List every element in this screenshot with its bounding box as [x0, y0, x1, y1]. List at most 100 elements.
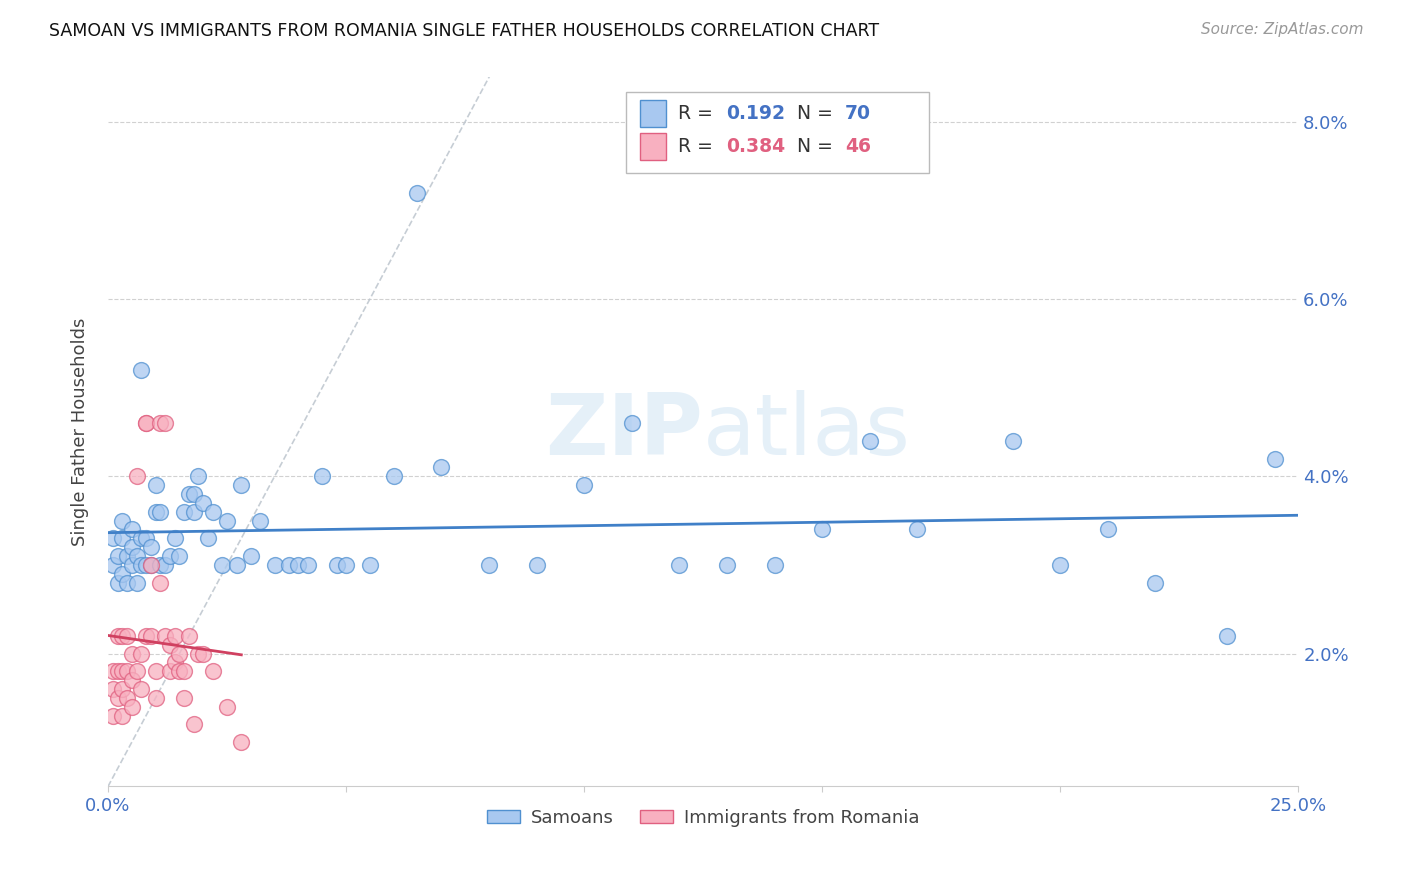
FancyBboxPatch shape [626, 92, 929, 173]
Point [101, 708, 124, 723]
Point [187, 469, 209, 483]
Point [139, 558, 162, 572]
Point [121, 523, 143, 537]
Point [1144, 575, 1167, 590]
Point [1263, 451, 1285, 466]
Point [153, 558, 176, 572]
Point [287, 558, 309, 572]
Point [201, 505, 224, 519]
Point [125, 549, 148, 563]
Point [139, 558, 162, 572]
Point [406, 186, 429, 200]
Point [197, 531, 219, 545]
Point [145, 478, 167, 492]
Text: R =: R = [678, 137, 718, 156]
Point [177, 629, 200, 643]
Point [111, 708, 134, 723]
Point [131, 681, 153, 696]
Point [231, 735, 253, 749]
Point [115, 665, 138, 679]
Point [135, 629, 157, 643]
Point [111, 681, 134, 696]
Point [183, 505, 205, 519]
Point [101, 681, 124, 696]
Point [163, 531, 186, 545]
Point [107, 575, 129, 590]
Point [231, 478, 253, 492]
Point [173, 690, 195, 705]
Point [526, 558, 548, 572]
Point [149, 558, 172, 572]
Point [115, 690, 138, 705]
Point [169, 647, 191, 661]
Point [1097, 523, 1119, 537]
Point [111, 531, 134, 545]
Point [145, 690, 167, 705]
Point [115, 549, 138, 563]
Point [311, 469, 333, 483]
Point [101, 665, 124, 679]
FancyBboxPatch shape [640, 134, 666, 161]
Point [277, 558, 299, 572]
Point [131, 647, 153, 661]
Point [572, 478, 595, 492]
Point [193, 496, 215, 510]
Point [1049, 558, 1071, 572]
Point [135, 531, 157, 545]
Point [149, 505, 172, 519]
Point [135, 416, 157, 430]
FancyBboxPatch shape [640, 100, 666, 127]
Text: SAMOAN VS IMMIGRANTS FROM ROMANIA SINGLE FATHER HOUSEHOLDS CORRELATION CHART: SAMOAN VS IMMIGRANTS FROM ROMANIA SINGLE… [49, 22, 879, 40]
Text: N =: N = [797, 137, 839, 156]
Point [177, 487, 200, 501]
Point [668, 558, 690, 572]
Point [249, 514, 271, 528]
Point [201, 665, 224, 679]
Point [111, 629, 134, 643]
Point [163, 656, 186, 670]
Point [297, 558, 319, 572]
Text: R =: R = [678, 104, 718, 123]
Point [149, 416, 172, 430]
Point [125, 575, 148, 590]
Point [335, 558, 357, 572]
Point [135, 416, 157, 430]
Point [121, 699, 143, 714]
Point [131, 363, 153, 377]
Point [121, 558, 143, 572]
Point [107, 629, 129, 643]
Point [125, 665, 148, 679]
Point [325, 558, 347, 572]
Point [169, 549, 191, 563]
Point [169, 665, 191, 679]
Text: ZIP: ZIP [546, 391, 703, 474]
Point [111, 665, 134, 679]
Point [139, 629, 162, 643]
Text: 70: 70 [845, 104, 870, 123]
Text: 0.192: 0.192 [725, 104, 785, 123]
Y-axis label: Single Father Households: Single Father Households [72, 318, 89, 546]
Point [183, 487, 205, 501]
Point [359, 558, 381, 572]
Point [187, 647, 209, 661]
Point [159, 549, 181, 563]
Point [173, 505, 195, 519]
Point [131, 531, 153, 545]
Point [193, 647, 215, 661]
Point [215, 514, 238, 528]
Point [111, 514, 134, 528]
Legend: Samoans, Immigrants from Romania: Samoans, Immigrants from Romania [479, 802, 927, 834]
Point [173, 665, 195, 679]
Point [183, 717, 205, 731]
Point [153, 629, 176, 643]
Point [907, 523, 929, 537]
Point [145, 665, 167, 679]
Text: atlas: atlas [703, 391, 911, 474]
Point [430, 460, 453, 475]
Point [131, 558, 153, 572]
Point [121, 673, 143, 687]
Text: 46: 46 [845, 137, 870, 156]
Point [115, 575, 138, 590]
Point [159, 638, 181, 652]
Point [263, 558, 285, 572]
